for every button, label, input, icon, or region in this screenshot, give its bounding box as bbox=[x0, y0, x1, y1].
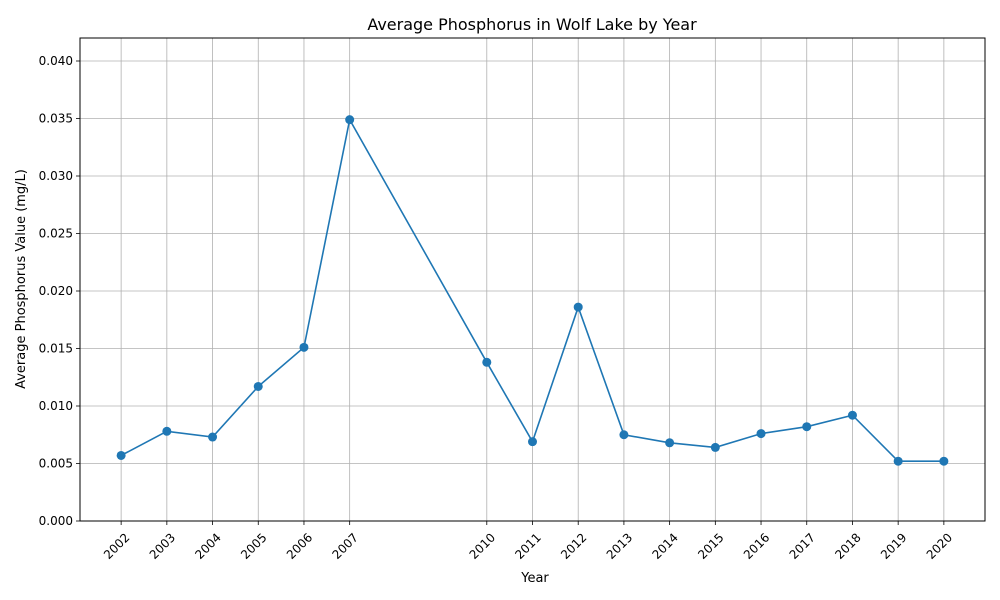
y-tick-label: 0.000 bbox=[39, 514, 73, 528]
y-tick-label: 0.030 bbox=[39, 169, 73, 183]
y-tick-label: 0.035 bbox=[39, 112, 73, 126]
data-point bbox=[847, 410, 857, 420]
y-tick-label: 0.020 bbox=[39, 284, 73, 298]
data-point bbox=[619, 430, 629, 440]
plot-area: 2002 2003 2004 2005 2006 2007 2010 2011 2012 2013… bbox=[39, 37, 986, 562]
data-point bbox=[299, 342, 309, 352]
data-point bbox=[345, 115, 355, 125]
data-point bbox=[710, 442, 720, 452]
y-tick-label: 0.025 bbox=[39, 227, 73, 241]
data-point bbox=[573, 302, 583, 312]
data-point bbox=[939, 456, 949, 466]
data-point bbox=[482, 357, 492, 367]
data-point bbox=[756, 429, 766, 439]
x-axis-label: Year bbox=[520, 571, 549, 586]
data-point bbox=[893, 456, 903, 466]
chart-title: Average Phosphorus in Wolf Lake by Year bbox=[367, 15, 697, 34]
y-axis-label: Average Phosphorus Value (mg/L) bbox=[14, 169, 29, 389]
data-point bbox=[208, 432, 218, 442]
y-tick-label: 0.040 bbox=[39, 54, 73, 68]
data-point bbox=[253, 381, 263, 391]
y-axis-ticks: 0.000 0.005 0.010 0.015 0.020 0.025 0.030 0.035… bbox=[39, 54, 80, 528]
y-tick-label: 0.010 bbox=[39, 399, 73, 413]
data-point bbox=[665, 438, 675, 448]
data-point bbox=[116, 450, 126, 460]
data-point bbox=[802, 422, 812, 432]
series-layer bbox=[116, 115, 949, 466]
y-tick-label: 0.015 bbox=[39, 342, 73, 356]
y-tick-label: 0.005 bbox=[39, 457, 73, 471]
data-point bbox=[162, 426, 172, 436]
data-point bbox=[528, 437, 537, 447]
